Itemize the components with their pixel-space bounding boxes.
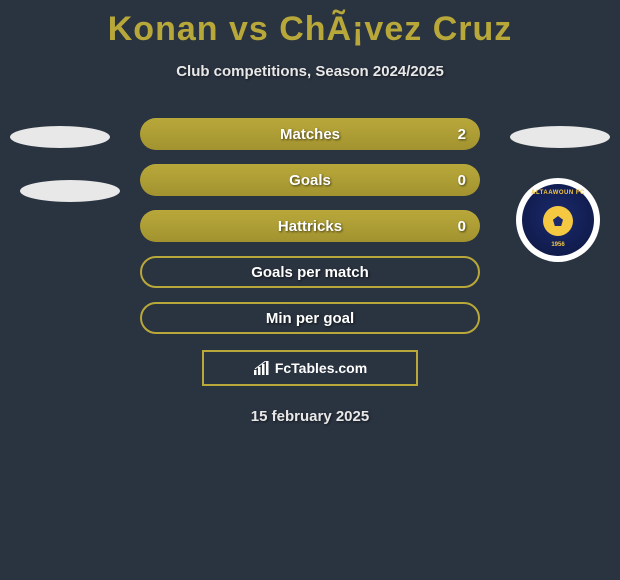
stat-row: Goals per match (0, 256, 620, 288)
stat-label: Matches (280, 126, 340, 143)
stat-label: Min per goal (266, 310, 354, 327)
infographic-container: Konan vs ChÃ¡vez Cruz Club competitions,… (0, 0, 620, 580)
bar-chart-icon (253, 361, 271, 375)
stat-value-right: 0 (458, 172, 466, 189)
stat-row: Min per goal (0, 302, 620, 334)
stat-pill-hattricks: Hattricks 0 (140, 210, 480, 242)
stat-value-right: 0 (458, 218, 466, 235)
stat-row: Goals 0 (0, 164, 620, 196)
stat-label: Hattricks (278, 218, 342, 235)
stat-row: Hattricks 0 (0, 210, 620, 242)
stats-area: Matches 2 Goals 0 Hattricks 0 Goals per … (0, 118, 620, 334)
stat-pill-goals-per-match: Goals per match (140, 256, 480, 288)
page-title: Konan vs ChÃ¡vez Cruz (0, 0, 620, 49)
attribution-text: FcTables.com (275, 360, 367, 376)
stat-label: Goals (289, 172, 331, 189)
stat-pill-matches: Matches 2 (140, 118, 480, 150)
stat-pill-goals: Goals 0 (140, 164, 480, 196)
stat-label: Goals per match (251, 264, 369, 281)
stat-value-right: 2 (458, 126, 466, 143)
stat-pill-min-per-goal: Min per goal (140, 302, 480, 334)
stat-row: Matches 2 (0, 118, 620, 150)
date-line: 15 february 2025 (0, 408, 620, 425)
subtitle: Club competitions, Season 2024/2025 (0, 63, 620, 80)
attribution-box: FcTables.com (202, 350, 418, 386)
